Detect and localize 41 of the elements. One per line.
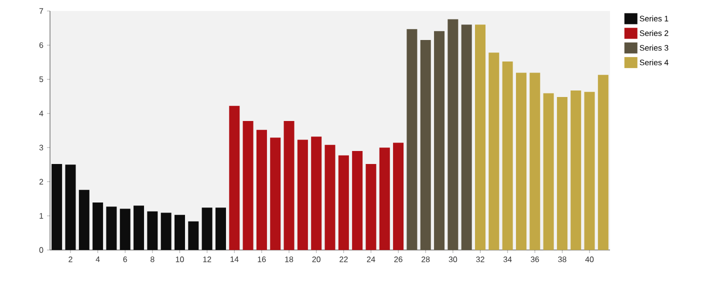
bar	[366, 164, 376, 250]
bar	[502, 62, 513, 250]
bar	[598, 74, 608, 250]
bar	[584, 92, 595, 250]
bar	[338, 155, 349, 250]
bar	[229, 106, 240, 250]
bar	[379, 148, 390, 250]
bar	[475, 24, 486, 250]
bar	[256, 130, 267, 250]
bar	[202, 208, 212, 250]
bar	[284, 120, 294, 250]
bar	[120, 208, 130, 250]
bar	[406, 29, 418, 250]
bar	[448, 19, 458, 250]
bar	[352, 150, 363, 250]
bar	[134, 206, 144, 250]
bar	[297, 140, 308, 250]
bar	[188, 221, 199, 250]
bar	[160, 212, 172, 250]
bar	[393, 142, 404, 250]
bar	[78, 190, 90, 250]
bar	[215, 208, 226, 250]
bar	[106, 206, 117, 250]
bar	[311, 136, 322, 250]
bar	[174, 214, 186, 250]
bar	[65, 164, 76, 250]
bar	[556, 97, 568, 250]
bar	[543, 93, 554, 250]
bar	[242, 120, 254, 250]
bar	[147, 211, 158, 250]
bar	[530, 72, 540, 250]
bar	[270, 138, 281, 250]
bar	[420, 40, 431, 250]
bar	[516, 72, 526, 250]
bar	[92, 202, 104, 250]
bar	[570, 90, 582, 250]
bar	[434, 31, 445, 250]
bar	[52, 164, 62, 250]
bar	[324, 144, 336, 250]
bar	[461, 24, 472, 250]
bar	[488, 52, 500, 250]
